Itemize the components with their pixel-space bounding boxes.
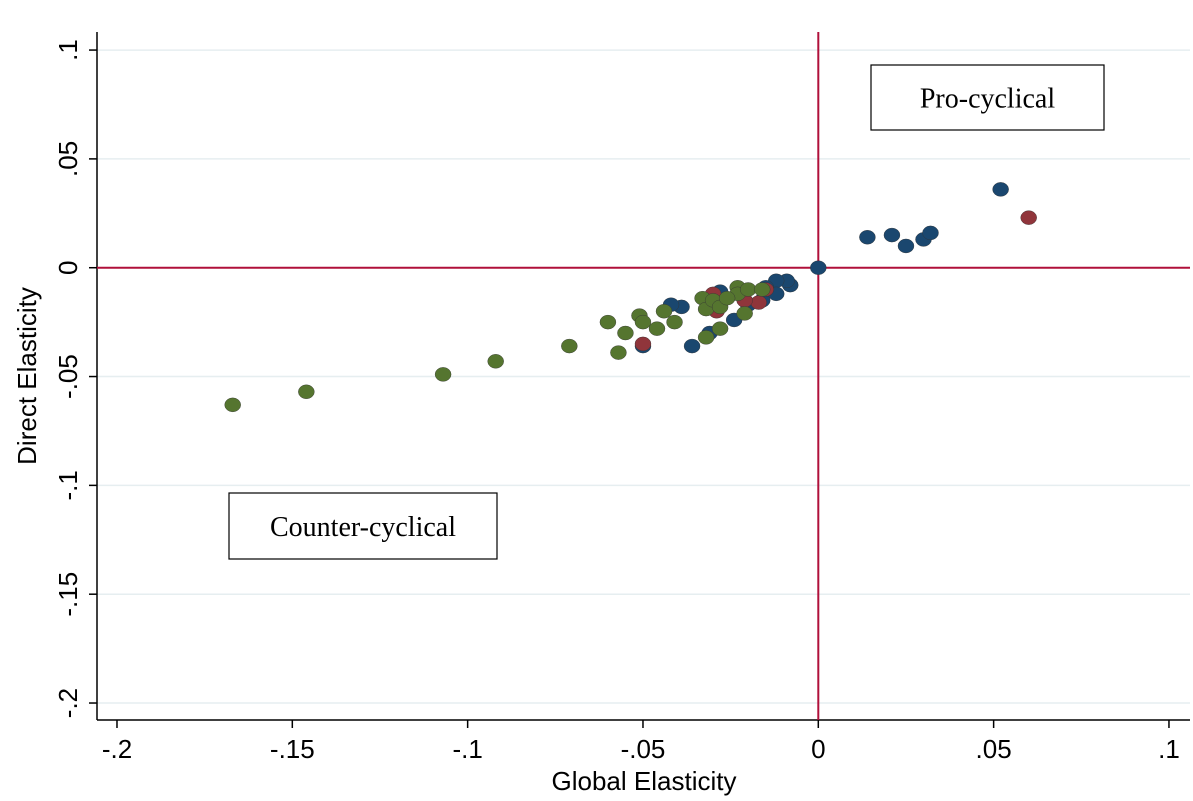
point <box>610 345 627 360</box>
point <box>561 338 578 354</box>
x-tick-label: -.2 <box>102 734 132 764</box>
annotation-box <box>870 64 1105 131</box>
annotation: Counter-cyclical <box>270 512 456 543</box>
x-axis-title: Global Elasticity <box>552 766 737 796</box>
point <box>655 304 673 319</box>
y-tick-label: -.05 <box>53 354 83 399</box>
point <box>599 314 617 330</box>
point <box>224 397 241 413</box>
y-tick-label: .05 <box>53 141 83 177</box>
x-tick-label: .1 <box>1158 734 1180 764</box>
point <box>487 354 504 369</box>
point <box>617 325 634 341</box>
point <box>648 321 666 336</box>
x-tick-label: -.05 <box>621 734 666 764</box>
annotation: Pro-cyclical <box>920 84 1055 115</box>
y-tick-label: -.1 <box>53 470 83 500</box>
point <box>810 260 827 275</box>
point <box>434 367 452 382</box>
y-axis-title: Direct Elasticity <box>12 287 42 465</box>
point <box>1020 210 1037 225</box>
annotation-box <box>228 492 498 560</box>
point <box>711 321 729 336</box>
point <box>666 314 683 330</box>
x-tick-label: .05 <box>976 734 1012 764</box>
point <box>736 306 753 321</box>
y-tick-label: .1 <box>53 39 83 61</box>
x-tick-label: 0 <box>811 734 825 764</box>
x-tick-label: -.1 <box>452 734 482 764</box>
point <box>697 330 715 345</box>
point <box>859 230 876 245</box>
point <box>298 384 315 399</box>
point <box>634 314 652 330</box>
point <box>634 336 652 352</box>
x-tick-label: -.15 <box>270 734 315 764</box>
point <box>750 295 767 310</box>
point <box>739 282 757 297</box>
point <box>992 182 1009 197</box>
point <box>922 225 939 241</box>
y-tick-label: -.15 <box>53 572 83 617</box>
point <box>883 227 901 243</box>
point <box>683 338 701 354</box>
point <box>753 282 771 297</box>
point <box>718 290 736 306</box>
point <box>897 238 915 254</box>
y-tick-label: 0 <box>53 260 83 274</box>
y-tick-label: -.2 <box>53 688 83 718</box>
